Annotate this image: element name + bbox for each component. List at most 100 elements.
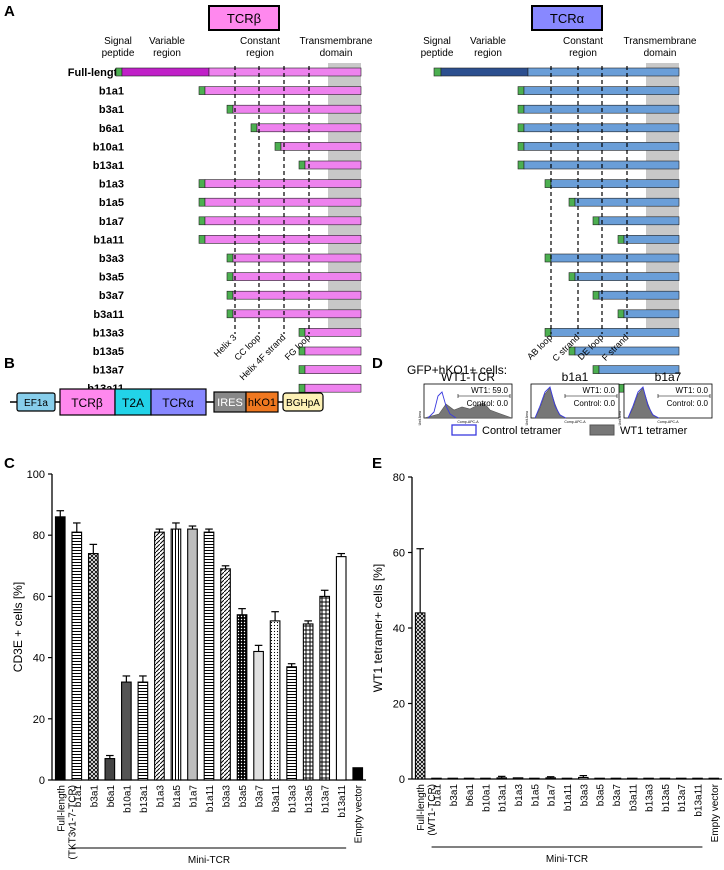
panel-label-d: D <box>372 355 383 372</box>
ef1a-label: EF1a <box>24 398 48 409</box>
bar-b6a1 <box>463 777 475 780</box>
tcrb-segment <box>304 160 362 170</box>
bar-b10a1 <box>480 777 491 780</box>
construct-label: Full-length <box>68 67 124 79</box>
right-header-region: region <box>474 48 502 59</box>
legend-wt1-swatch <box>589 424 615 436</box>
bar-b3a11 <box>269 620 281 781</box>
tcra-signal-peptide <box>517 123 525 133</box>
bar-b13a11 <box>335 556 347 781</box>
tcra-signal-peptide <box>617 235 625 244</box>
left-header-region: region <box>153 48 181 59</box>
flow-plot-title: b1a1 <box>562 370 589 384</box>
construct-label: b3a3 <box>99 253 124 265</box>
hko1-block <box>245 391 279 413</box>
flow-x-axis-label: Comp-APC-A <box>564 420 586 424</box>
bar-b1a1 <box>431 777 442 780</box>
x-tick-label: b10a1 <box>481 784 492 812</box>
construct-label: b3a11 <box>93 309 124 321</box>
control-tetramer-histogram <box>534 386 567 419</box>
x-tick-label: b3a7 <box>255 785 266 808</box>
tcra-title-box <box>531 5 603 31</box>
x-tick-label: b3a11 <box>271 785 282 813</box>
y-tick-label: 0 <box>39 775 45 787</box>
tcra-signal-peptide <box>568 197 576 207</box>
control-percent: Control: 0.0 <box>467 399 509 408</box>
x-tick-label: (WT1-TCR) <box>427 784 438 836</box>
legend-wt1-label: WT1 tetramer <box>620 425 688 437</box>
tcrb-signal-peptide <box>274 142 282 151</box>
tcrb-constant-region <box>208 67 362 77</box>
construct-label: b1a3 <box>99 179 124 191</box>
tcra-signal-peptide <box>433 67 442 77</box>
x-tick-label: b13a5 <box>304 785 315 813</box>
left-header-variable: Variable <box>149 36 185 47</box>
tcra-signal-peptide <box>592 365 600 374</box>
x-tick-label: b3a3 <box>222 785 233 808</box>
x-tick-label: Empty vector <box>354 784 365 843</box>
flow-plot-title: WT1-TCR <box>441 370 495 384</box>
y-tick-label: 80 <box>33 530 45 542</box>
x-tick-label: b13a1 <box>498 784 509 812</box>
x-tick-label: b1a5 <box>172 785 183 808</box>
tcrb-signal-peptide <box>198 86 206 95</box>
x-tick-label: b13a5 <box>661 784 672 812</box>
x-tick-label: b1a3 <box>514 784 525 807</box>
x-tick-label: Empty vector <box>710 783 721 842</box>
tcrb-segment <box>204 235 362 244</box>
t2a-block <box>114 388 152 416</box>
x-tick-label: b10a1 <box>122 785 133 813</box>
bar-b1a3 <box>512 777 524 780</box>
mini-tcr-group-label: Mini-TCR <box>546 854 588 865</box>
bar-b13a7 <box>319 595 331 781</box>
panel-b-vector-map: EF1a TCRβ T2A TCRα IRES hKO1 BGHpA <box>10 388 324 416</box>
mini-tcr-group-label: Mini-TCR <box>188 855 230 866</box>
x-tick-label: b1a1 <box>73 785 84 808</box>
right-header-peptide: peptide <box>421 48 454 59</box>
y-axis-label: CD3E + cells [%] <box>11 582 25 672</box>
legend-control-swatch <box>451 424 477 436</box>
bar-b3a5 <box>594 777 605 780</box>
bar-empty-vector <box>708 777 720 780</box>
flow-plot-title: b1a7 <box>655 370 682 384</box>
tcrb-signal-peptide <box>226 272 234 281</box>
bar-b3a1 <box>447 777 459 780</box>
tcra-segment <box>598 365 680 374</box>
x-tick-label: Full-length <box>416 784 427 831</box>
construct-label: b1a7 <box>99 216 124 228</box>
tcrb-signal-peptide <box>115 67 123 77</box>
x-tick-label: b13a3 <box>645 784 656 812</box>
bar-b1a7 <box>545 777 556 780</box>
bar-b3a3 <box>220 568 231 781</box>
x-tick-label: b3a1 <box>449 784 460 807</box>
bar-b3a7 <box>610 777 622 780</box>
x-tick-label: b13a3 <box>288 785 299 813</box>
ires-block-label: IRES <box>217 397 243 409</box>
tcra-block-label: TCRα <box>162 396 194 410</box>
bar-b13a3 <box>643 777 654 780</box>
t2a-block-label: T2A <box>122 396 144 410</box>
construct-label: b13a5 <box>93 346 124 358</box>
y-tick-label: 0 <box>399 774 405 786</box>
panel-c-cd3e-chart: 0 20 40 60 80 100 CD3E + cells [%] Full-length(… <box>11 469 366 866</box>
bar-b13a5 <box>659 777 671 780</box>
left-header-constant: Constant <box>240 36 280 47</box>
y-tick-label: 60 <box>393 548 405 560</box>
tcrb-segment <box>232 272 362 281</box>
control-percent: Control: 0.0 <box>667 399 709 408</box>
bar-b10a1 <box>121 681 132 781</box>
flow-x-axis-label: Comp-APC-A <box>457 420 479 424</box>
tcrb-signal-peptide <box>226 309 234 319</box>
x-tick-label: b13a7 <box>321 785 332 813</box>
tcrb-block-label: TCRβ <box>71 396 103 410</box>
x-tick-label: b3a3 <box>579 784 590 807</box>
tcra-segment <box>598 290 680 300</box>
x-tick-label: b1a5 <box>530 784 541 807</box>
bar-b13a1 <box>496 777 508 780</box>
tcrb-segment <box>232 309 362 319</box>
tcrb-signal-peptide <box>198 235 206 244</box>
construct-label: b1a11 <box>93 234 124 246</box>
bar-b1a11 <box>561 777 573 780</box>
tcra-segment <box>623 309 680 319</box>
tcrb-boundary-label: Helix 4F strand <box>238 332 288 382</box>
